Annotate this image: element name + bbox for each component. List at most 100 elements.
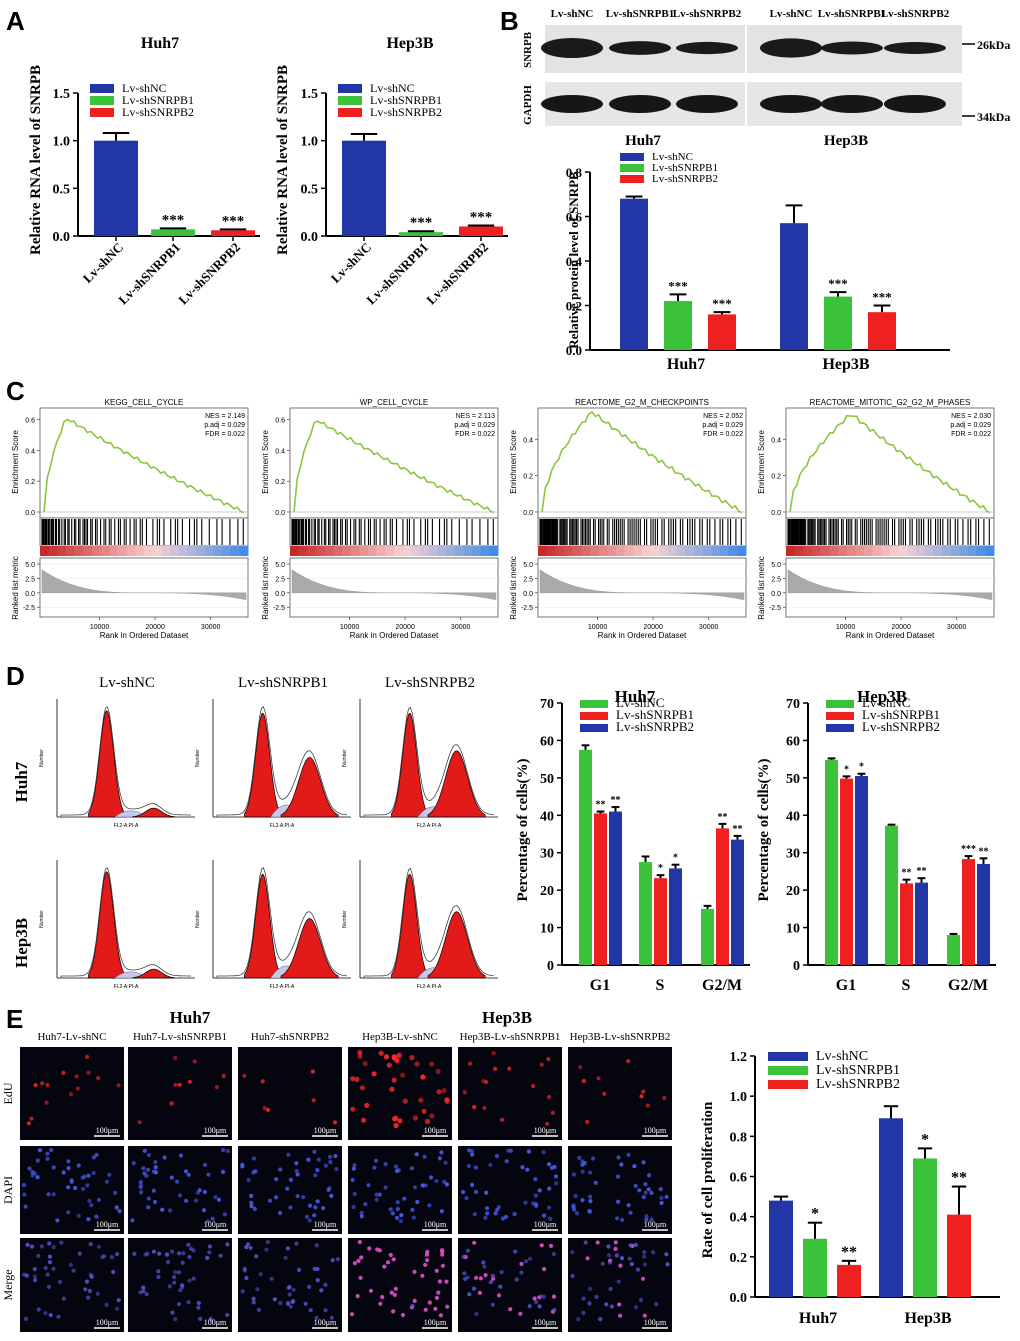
nucleus: [471, 1286, 477, 1291]
y-tick-label: 1.0: [730, 1090, 748, 1105]
legend-swatch: [580, 712, 608, 720]
nucleus: [272, 1297, 277, 1302]
nucleus: [435, 1068, 441, 1074]
significance-label: *: [859, 762, 864, 773]
nucleus: [207, 1250, 212, 1255]
es-tick-label: 0.2: [523, 474, 533, 481]
nucleus: [156, 1269, 161, 1274]
nucleus: [27, 1166, 32, 1171]
nucleus: [35, 1175, 40, 1180]
g1-peak: [88, 871, 126, 979]
nucleus: [620, 1217, 625, 1223]
y-tick-label: 1.5: [53, 87, 71, 102]
nucleus: [248, 1245, 253, 1250]
nucleus: [312, 1149, 317, 1154]
metric-tick-label: -2.5: [23, 605, 35, 612]
nucleus: [88, 1272, 93, 1278]
nucleus: [207, 1244, 212, 1249]
legend-label: Lv-shSNRPB1: [652, 162, 718, 174]
nucleus: [192, 1059, 197, 1064]
rank-color-cell: [187, 546, 197, 556]
nucleus: [508, 1307, 513, 1312]
nucleus: [434, 1268, 439, 1273]
nucleus: [75, 1086, 80, 1091]
legend-swatch: [826, 724, 854, 732]
nucleus: [25, 1242, 30, 1247]
metric-tick-label: 2.5: [771, 576, 781, 583]
rank-color-cell: [659, 546, 669, 556]
bar: [947, 935, 960, 965]
nucleus: [587, 1209, 593, 1214]
nucleus: [400, 1312, 406, 1318]
significance-label: **: [596, 800, 606, 811]
rank-color-cell: [144, 546, 154, 556]
scale-bar-label: 100μm: [96, 1126, 119, 1135]
rank-color-cell: [676, 546, 686, 556]
nucleus: [84, 1279, 90, 1284]
nucleus: [465, 1248, 471, 1253]
nucleus: [153, 1159, 158, 1165]
nucleus: [537, 1304, 542, 1309]
bar: [731, 839, 744, 965]
bar: [803, 1238, 827, 1297]
nucleus: [644, 1214, 649, 1219]
nucleus: [48, 1312, 53, 1318]
nucleus: [321, 1206, 326, 1211]
nucleus: [191, 1276, 196, 1281]
nucleus: [334, 1167, 339, 1172]
nucleus: [519, 1261, 524, 1267]
nucleus: [383, 1185, 388, 1190]
nucleus: [308, 1308, 313, 1313]
rank-color-cell: [342, 546, 352, 556]
x-tick-label: 30000: [201, 624, 221, 631]
nucleus: [91, 1170, 96, 1176]
nucleus: [61, 1170, 66, 1175]
flow-x-label: FL2-A:PI-A: [270, 823, 295, 829]
nucleus: [249, 1193, 254, 1198]
micrograph: [238, 1047, 342, 1140]
rank-color-cell: [152, 546, 162, 556]
bar: [824, 296, 852, 350]
nucleus: [153, 1165, 158, 1170]
nucleus: [372, 1165, 377, 1170]
nucleus: [619, 1256, 625, 1261]
nucleus: [422, 1154, 427, 1159]
nucleus: [533, 1177, 538, 1182]
nucleus: [86, 1070, 91, 1075]
significance-label: ***: [470, 210, 493, 226]
x-tick-label: 20000: [891, 624, 911, 631]
blot-band-gapdh: [884, 95, 946, 113]
nucleus: [352, 1191, 357, 1196]
nucleus: [585, 1119, 590, 1124]
nucleus: [527, 1304, 532, 1309]
nucleus: [83, 1287, 88, 1292]
flow-x-label: FL2-A:PI-A: [417, 984, 442, 990]
nucleus: [383, 1162, 388, 1167]
nucleus: [498, 1284, 503, 1289]
nucleus: [412, 1115, 418, 1121]
nucleus: [315, 1199, 320, 1204]
nucleus: [164, 1252, 170, 1257]
metric-axis-label: Ranked list metric: [11, 556, 20, 620]
nucleus: [315, 1168, 320, 1173]
nucleus: [262, 1106, 267, 1111]
micrograph: [238, 1146, 342, 1234]
nucleus: [664, 1194, 669, 1199]
rank-color-cell: [40, 546, 50, 556]
es-tick-label: 0.0: [523, 510, 533, 517]
rank-color-cell: [737, 546, 747, 556]
blot-row-label: SNRPB: [522, 31, 534, 68]
nucleus: [114, 1205, 119, 1210]
flow-x-label: FL2-A:PI-A: [114, 823, 139, 829]
nucleus: [481, 1260, 486, 1265]
legend-swatch: [338, 96, 362, 105]
nucleus: [429, 1113, 435, 1119]
nucleus: [415, 1199, 420, 1205]
nucleus: [359, 1210, 364, 1215]
nucleus: [541, 1150, 546, 1155]
nucleus: [45, 1272, 50, 1277]
flow-y-label: Number: [342, 749, 348, 767]
nucleus: [618, 1263, 623, 1268]
nucleus: [87, 1288, 92, 1294]
nucleus: [160, 1207, 165, 1212]
